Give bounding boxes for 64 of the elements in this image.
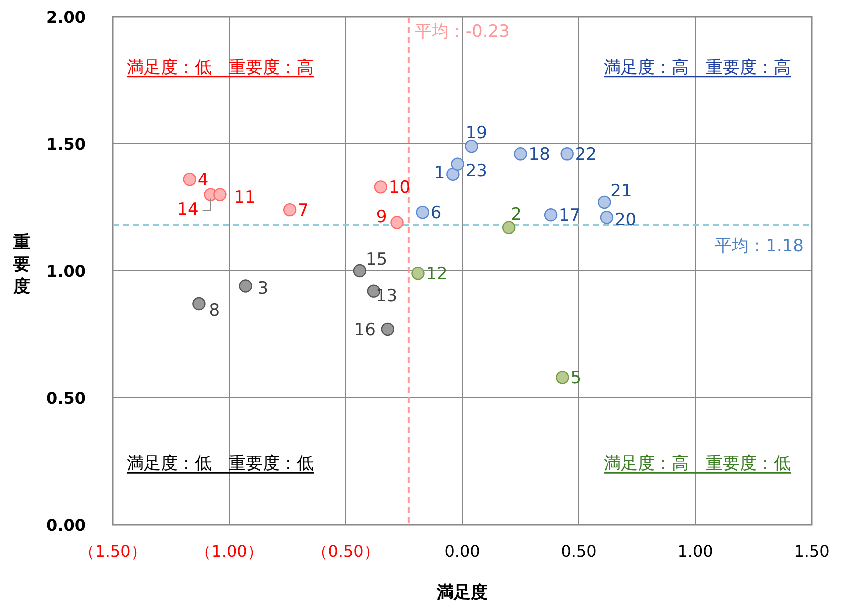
point (446, 168, 460, 182)
annotation: 17 (559, 206, 581, 226)
point (451, 158, 464, 171)
x-tick-label: （0.50） (312, 542, 380, 561)
x-axis-title: 満足度 (436, 583, 488, 603)
annotation: 1 (434, 163, 446, 184)
annotation: 7 (298, 201, 309, 222)
x-tick-label: 0.50 (561, 542, 597, 561)
y-axis-title: 重要度 (12, 233, 30, 297)
annotation: 21 (610, 181, 632, 202)
ref-line-label: 平均：-0.23 (414, 22, 510, 42)
annotation: 14 (177, 200, 199, 220)
point (353, 264, 367, 278)
annotation: 19 (466, 124, 488, 144)
point (239, 280, 252, 293)
annotation: 16 (354, 320, 376, 340)
annotation: 5 (570, 368, 582, 389)
annotation: 6 (430, 204, 442, 224)
point (416, 206, 430, 220)
annotation: 15 (366, 250, 388, 270)
point (390, 216, 404, 230)
y-tick-label: 0.50 (46, 389, 86, 408)
y-tick-label: 1.50 (46, 135, 86, 154)
annotation: 20 (614, 210, 637, 231)
annotation: 3 (258, 279, 269, 300)
annotation: 満足度：高 重要度：高 (604, 58, 792, 78)
annotation: 23 (466, 161, 488, 182)
annotation: 11 (234, 188, 256, 208)
point (374, 180, 388, 194)
point (183, 172, 196, 186)
point (598, 196, 612, 210)
y-tick-label: 1.00 (46, 262, 86, 281)
annotation: 10 (388, 178, 411, 198)
annotation: 13 (376, 286, 398, 306)
point (560, 148, 574, 161)
x-tick-label: 1.50 (794, 542, 830, 561)
annotation: 2 (511, 204, 522, 225)
annotation: 9 (376, 208, 388, 228)
x-tick-label: 0.00 (444, 542, 480, 561)
point (502, 221, 516, 234)
point (412, 266, 425, 280)
annotation: 満足度：高 重要度：低 (604, 454, 792, 474)
point (600, 211, 614, 224)
y-tick-label: 2.00 (46, 8, 86, 27)
point (556, 371, 570, 384)
point (214, 188, 227, 202)
point (381, 322, 395, 336)
annotation: 満足度：低 重要度：低 (126, 454, 314, 474)
point (544, 208, 558, 222)
point (283, 203, 297, 217)
point (465, 140, 478, 154)
annotation: 18 (528, 145, 550, 166)
annotation: 12 (426, 264, 448, 285)
x-tick-label: （1.00） (196, 542, 264, 561)
y-tick-label: 0.00 (46, 516, 86, 535)
annotation: 22 (575, 145, 597, 166)
annotation: 4 (198, 170, 209, 191)
point (192, 297, 206, 311)
annotation: 8 (209, 301, 220, 322)
annotation: 満足度：低 重要度：高 (126, 58, 314, 78)
x-tick-label: 1.00 (678, 542, 714, 561)
x-tick-label: （1.50） (79, 542, 147, 561)
ref-line-label: 平均：1.18 (715, 236, 804, 256)
point (514, 148, 528, 161)
